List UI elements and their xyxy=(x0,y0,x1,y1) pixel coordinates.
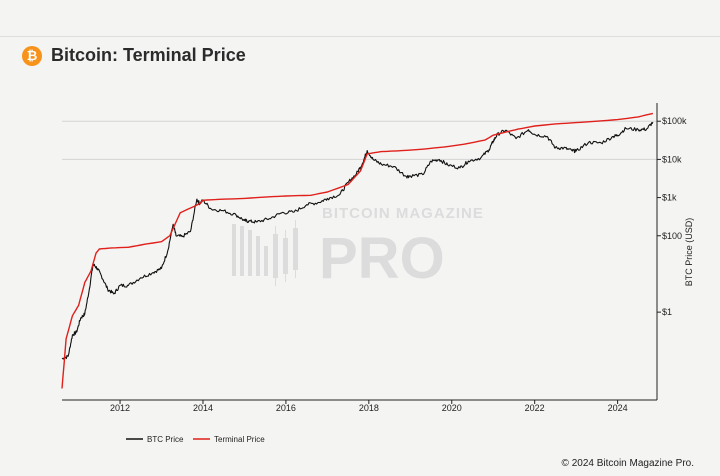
x-tick-label-2020: 2020 xyxy=(442,403,462,413)
y-tick-label-100k: $100k xyxy=(662,116,687,126)
watermark: BITCOIN MAGAZINE PRO xyxy=(232,205,484,291)
y-axis-label: BTC Price (USD) xyxy=(684,218,694,287)
series-line-terminal-price xyxy=(61,112,654,389)
bitcoin-logo-icon: ₿ xyxy=(22,45,42,66)
x-tick-label-2014: 2014 xyxy=(193,403,213,413)
legend-label-terminal-price: Terminal Price xyxy=(214,435,265,444)
copyright-footer: © 2024 Bitcoin Magazine Pro. xyxy=(561,458,694,469)
watermark-text-brand: BITCOIN MAGAZINE xyxy=(322,205,484,222)
series-group xyxy=(61,112,654,389)
watermark-text-pro: PRO xyxy=(319,226,445,291)
gridlines xyxy=(62,120,657,160)
y-tick-label-100: $100 xyxy=(662,231,682,241)
watermark-candles-icon xyxy=(232,220,298,286)
legend: BTC Price Terminal Price xyxy=(126,435,265,444)
x-tick-label-2012: 2012 xyxy=(110,403,130,413)
y-tick-label-10k: $10k xyxy=(662,154,682,164)
x-axis-ticks: 2012 2014 2016 2018 2020 2022 2024 xyxy=(110,400,628,413)
page-title: Bitcoin: Terminal Price xyxy=(51,45,246,65)
x-tick-label-2024: 2024 xyxy=(608,403,628,413)
series-line-btc-price xyxy=(61,121,654,360)
x-tick-label-2018: 2018 xyxy=(359,403,379,413)
chart-header: ₿ Bitcoin: Terminal Price xyxy=(22,45,246,66)
x-tick-label-2016: 2016 xyxy=(276,403,296,413)
legend-label-btc-price: BTC Price xyxy=(147,435,184,444)
y-axis-ticks: $1 $100 $1k $10k $100k xyxy=(657,116,687,317)
y-tick-label-1k: $1k xyxy=(662,193,677,203)
x-tick-label-2022: 2022 xyxy=(525,403,545,413)
top-divider xyxy=(0,36,720,37)
y-tick-label-1: $1 xyxy=(662,307,672,317)
